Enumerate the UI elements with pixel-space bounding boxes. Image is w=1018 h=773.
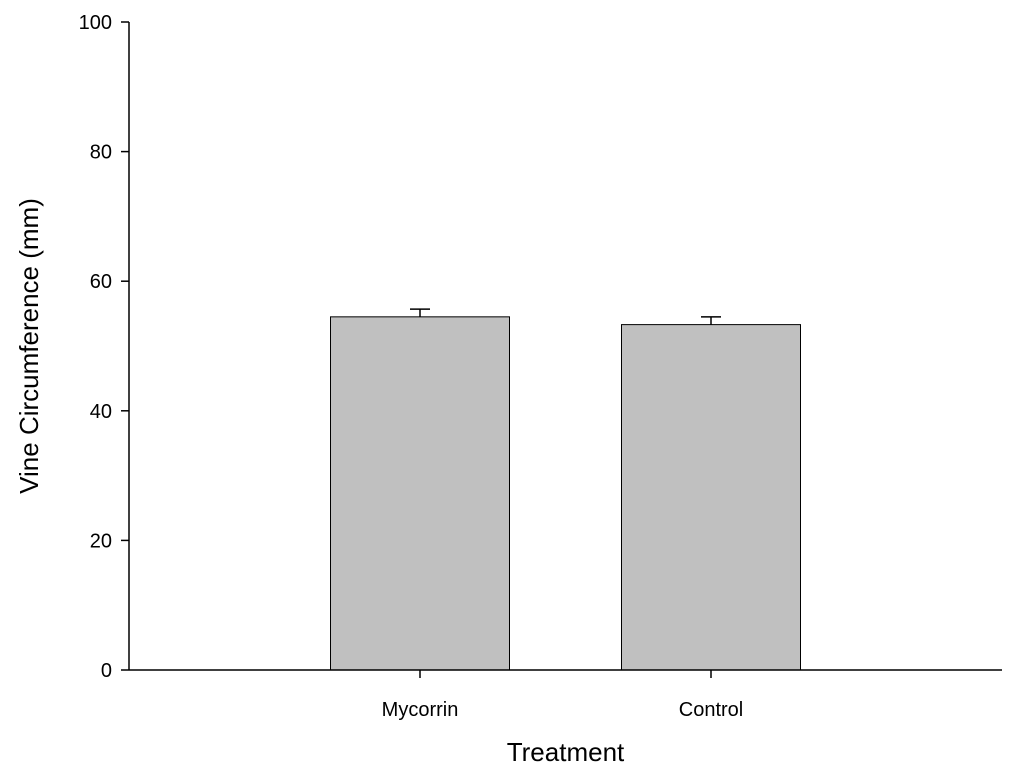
y-tick-label: 20 (90, 530, 112, 552)
y-tick-label: 40 (90, 401, 112, 423)
bar-mycorrin (330, 316, 510, 671)
y-tick-label: 0 (101, 660, 112, 682)
y-axis-title: Vine Circumference (mm) (14, 198, 44, 494)
y-tick-label: 80 (90, 142, 112, 164)
x-axis-title: Treatment (507, 737, 625, 767)
y-axis-ticks: 0 20 40 60 80 100 (79, 12, 129, 682)
bar-control (621, 324, 801, 671)
y-tick-label: 60 (90, 271, 112, 293)
bars (330, 308, 801, 671)
x-axis-ticks: Mycorrin Control (382, 670, 743, 721)
x-tick-label-mycorrin: Mycorrin (382, 699, 459, 721)
y-tick-label: 100 (79, 12, 112, 34)
x-tick-label-control: Control (679, 699, 743, 721)
